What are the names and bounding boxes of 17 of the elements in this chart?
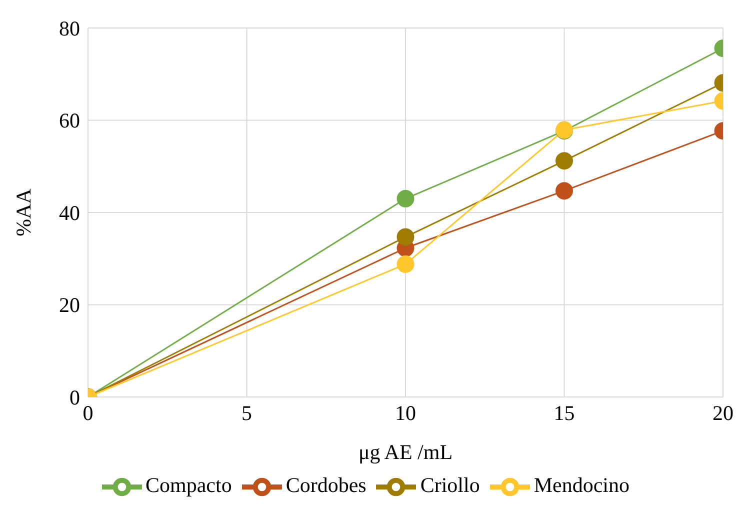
legend-label: Compacto (146, 472, 232, 497)
y-tick-label: 60 (59, 108, 80, 133)
x-tick-label: 5 (242, 400, 252, 425)
x-tick-label: 10 (395, 400, 416, 425)
y-tick-label: 80 (59, 16, 80, 40)
point (396, 228, 414, 246)
y-axis-title: %AA (11, 188, 36, 236)
y-tick-label: 20 (59, 293, 80, 318)
point (396, 255, 414, 273)
y-tick-label: 40 (59, 200, 80, 225)
legend-label: Criollo (420, 472, 480, 497)
x-axis-title: μg AE /mL (358, 440, 453, 464)
y-tick-label: 0 (70, 385, 80, 410)
x-tick-label: 15 (554, 400, 575, 425)
legend-label: Mendocino (534, 472, 630, 497)
x-tick-label: 20 (712, 400, 734, 425)
legend-label: Cordobes (286, 472, 366, 497)
